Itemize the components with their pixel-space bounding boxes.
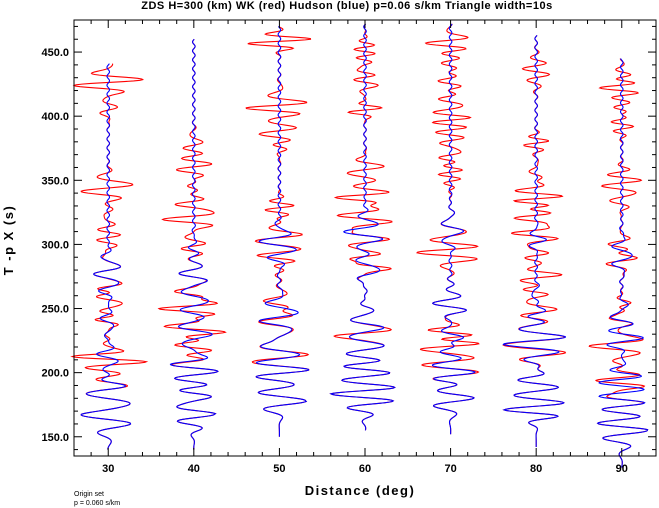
hudson-trace-50 [255,26,310,437]
x-tick-label: 80 [530,463,542,475]
y-tick-label: 450.0 [41,47,69,59]
y-tick-label: 300.0 [41,239,69,251]
footnote-line-2: p = 0.060 s/km [74,500,120,507]
hudson-trace-60 [329,23,396,431]
hudson-trace-70 [431,23,476,435]
wk-trace-80 [502,35,567,448]
hudson-trace-80 [502,35,567,448]
footnote-line-1: Origin set [74,491,104,498]
x-tick-label: 90 [616,463,628,475]
chart-title: ZDS H=300 (km) WK (red) Hudson (blue) p=… [141,0,552,12]
x-axis: 30 40 50 60 70 80 90 [90,20,640,475]
y-axis: 150.0 200.0 250.0 300.0 350.0 400.0 450.0 [41,25,656,451]
y-tick-label: 150.0 [41,432,69,444]
y-tick-label: 200.0 [41,368,69,380]
x-tick-label: 70 [444,463,456,475]
y-tick-label: 250.0 [41,304,69,316]
x-tick-label: 30 [102,463,114,475]
y-axis-label: T -p X (s) [1,205,16,276]
x-axis-label: Distance (deg) [305,483,416,498]
hudson-trace-90 [596,58,649,468]
traces-layer [70,23,649,468]
x-tick-label: 50 [273,463,285,475]
wk-trace-30 [70,63,149,450]
y-tick-label: 400.0 [41,111,69,123]
x-tick-label: 60 [359,463,371,475]
hudson-trace-40 [169,38,219,450]
x-tick-label: 40 [188,463,200,475]
wk-trace-70 [416,23,480,435]
hudson-trace-30 [80,63,132,450]
y-tick-label: 350.0 [41,175,69,187]
